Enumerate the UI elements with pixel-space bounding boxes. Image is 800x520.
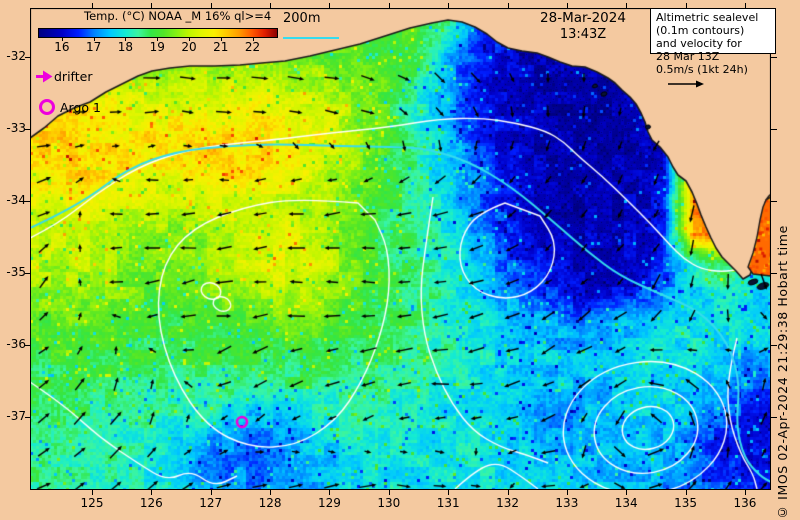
axis-tick [448,490,450,495]
argo-legend-label: Argo 1 [60,100,101,115]
axis-tick [771,129,777,130]
sst-map-canvas [30,8,771,490]
map-time: 13:43Z [559,27,607,42]
y-tick-label: -33 [6,121,26,135]
axis-tick [685,3,687,8]
x-tick-label: 128 [258,496,282,510]
colorbar-tick-label: 20 [181,40,197,54]
axis-tick [744,3,746,8]
axis-tick [25,273,30,274]
colorbar-tickmark [220,38,222,41]
axis-tick [448,3,450,8]
info-box-line: (0.1m contours) [656,24,745,37]
axis-tick [92,3,93,8]
axis-tick [25,417,30,418]
axis-tick [626,3,628,8]
axis-tick [25,129,30,130]
x-tick-label: 133 [555,496,579,510]
x-tick-label: 130 [377,496,401,510]
colorbar-tickmark [188,38,190,41]
y-tick-label: -36 [6,337,26,351]
colorbar-tick-label: 16 [54,40,70,54]
y-tick-label: -37 [6,409,26,423]
axis-tick [388,3,390,8]
axis-tick [388,490,390,495]
map-date: 28-Mar-2024 [540,10,626,26]
axis-tick [92,490,93,495]
argo-marker-icon [39,99,55,115]
axis-tick [329,3,331,8]
axis-tick [25,57,30,58]
colorbar-tickmark [125,38,127,41]
y-tick-label: -34 [6,193,26,207]
x-tick-label: 127 [199,496,223,510]
x-tick-label: 135 [674,496,698,510]
x-tick-label: 125 [80,496,104,510]
axis-tick [566,3,568,8]
x-tick-label: 134 [614,496,638,510]
colorbar-gradient [38,28,278,38]
info-box-line: 28 Mar 13Z [656,50,720,63]
axis-tick [329,490,331,495]
bathy-contour-underline [283,37,339,39]
colorbar-tickmark [252,38,254,41]
drifter-legend-label: drifter [54,69,93,84]
colorbar-tick-label: 19 [149,40,165,54]
axis-tick [566,490,568,495]
axis-tick [771,417,777,418]
y-tick-label: -32 [6,49,26,63]
colorbar-title: Temp. (°C) NOAA _M 16% ql>=4 [84,9,272,23]
colorbar-tick-label: 17 [85,40,102,54]
axis-tick [151,490,153,495]
altimetry-info-text: Altimetric sealevel (0.1m contours) and ve… [656,11,758,76]
axis-tick [210,490,212,495]
axis-tick [507,490,509,495]
bathy-contour-label: 200m [283,11,321,26]
axis-tick [25,345,30,346]
axis-tick [507,3,509,8]
axis-tick [771,273,777,274]
colorbar-tick-label: 22 [244,40,261,54]
axis-tick [270,490,272,495]
x-tick-label: 126 [139,496,163,510]
info-box-line: 0.5m/s (1kt 24h) [656,63,748,76]
colorbar-tickmark [157,38,159,41]
axis-tick [25,201,30,202]
axis-tick [744,490,746,495]
colorbar-tickmark [61,38,63,41]
altimetry-info-box [650,8,776,54]
axis-tick [270,3,272,8]
axis-tick [151,3,153,8]
axis-tick [771,345,777,346]
velocity-scale-arrow-icon [668,80,704,88]
info-box-line: and velocity for [656,37,742,50]
axis-tick [626,490,628,495]
imos-copyright-watermark: © IMOS 02-Apr-2024 21:29:38 Hobart time [775,225,790,520]
x-tick-label: 132 [496,496,519,510]
axis-tick [685,490,687,495]
info-box-line: Altimetric sealevel [656,11,759,24]
colorbar-tick-label: 21 [213,40,229,54]
x-tick-label: 129 [317,496,341,510]
x-tick-label: 131 [436,496,460,510]
axis-tick [771,57,777,58]
drifter-marker-icon [36,70,53,83]
axis-tick [771,201,777,202]
y-tick-label: -35 [6,265,26,279]
colorbar-tickmark [93,38,95,41]
colorbar-tick-label: 18 [117,40,134,54]
x-tick-label: 136 [733,496,757,510]
axis-tick [210,3,212,8]
